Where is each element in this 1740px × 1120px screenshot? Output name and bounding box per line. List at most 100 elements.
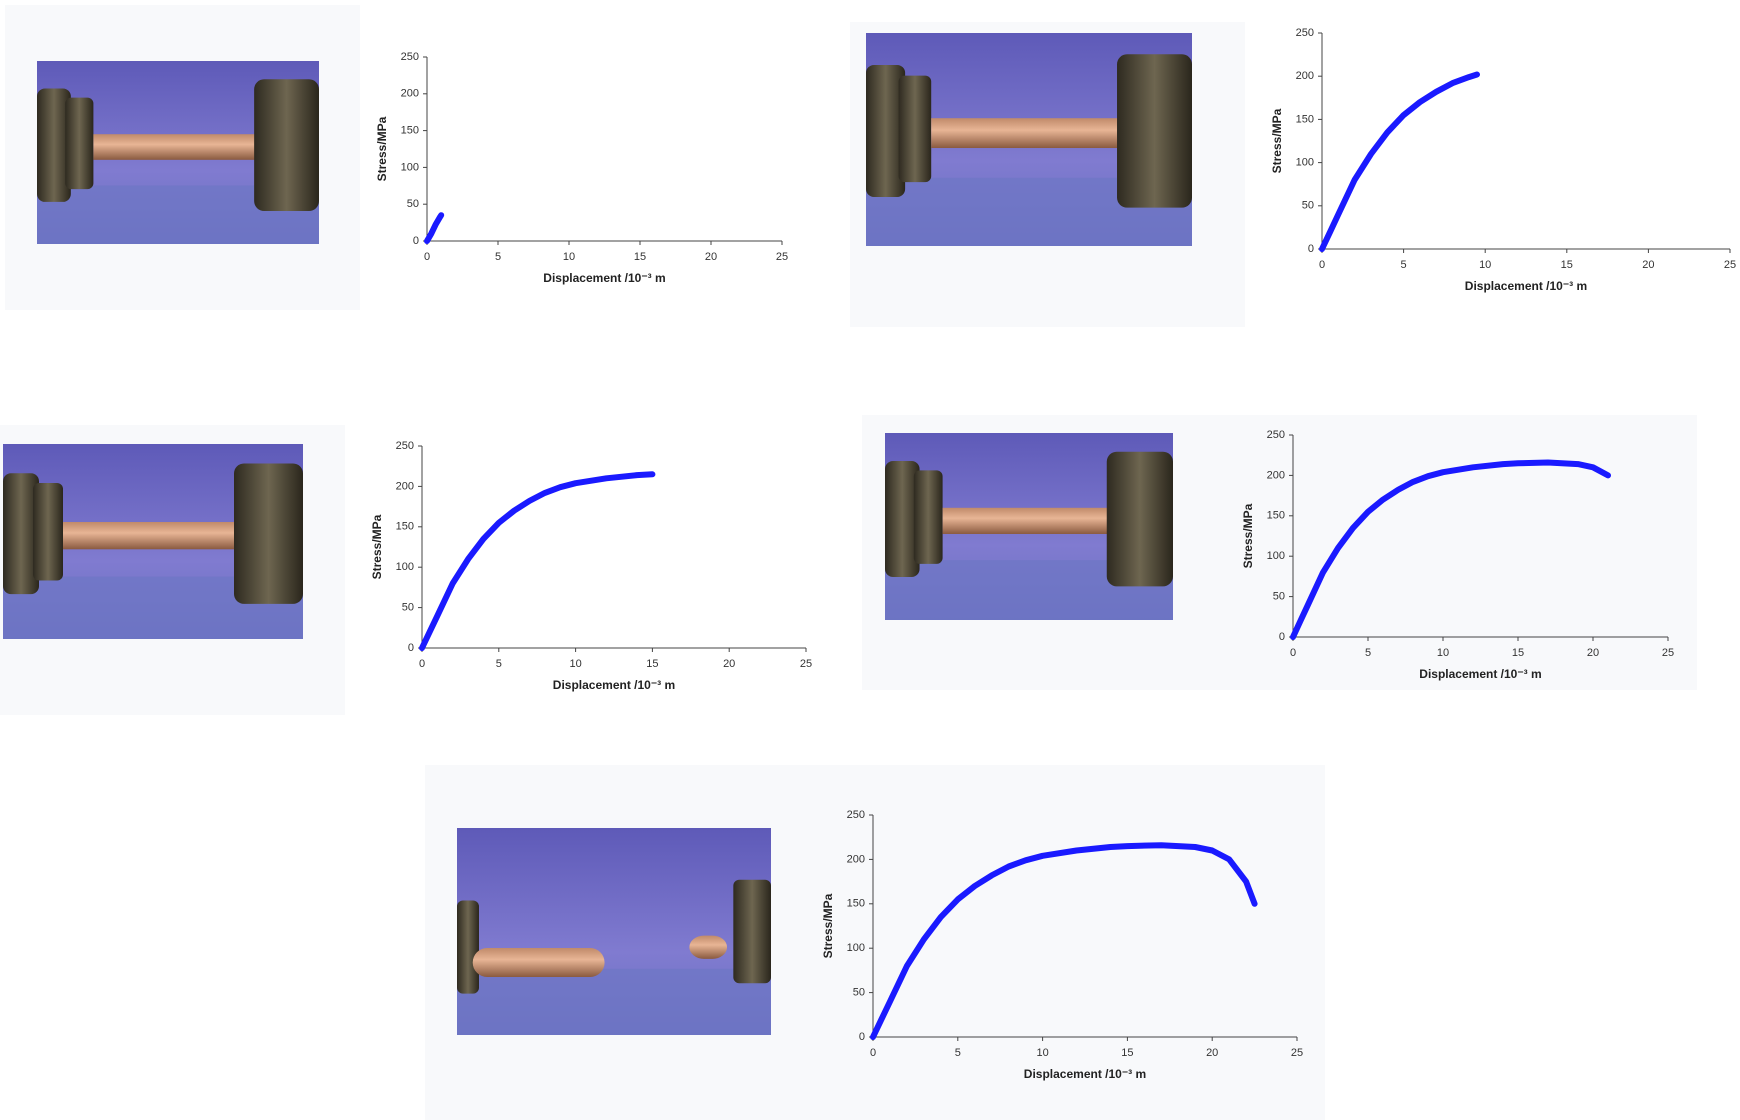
right-grip xyxy=(1106,451,1173,587)
x-tick-label: 0 xyxy=(424,251,430,263)
x-tick-label: 10 xyxy=(1036,1047,1048,1059)
y-tick-label: 250 xyxy=(1267,429,1285,441)
y-tick-label: 0 xyxy=(1308,243,1314,255)
x-axis-label: Displacement /10⁻³ m xyxy=(553,678,675,692)
x-tick-label: 20 xyxy=(1587,647,1599,659)
y-axis-label: Stress/MPa xyxy=(370,514,384,579)
y-tick-label: 0 xyxy=(859,1031,865,1043)
y-tick-label: 150 xyxy=(1267,510,1285,522)
stress-curve xyxy=(424,212,445,244)
right-grip xyxy=(234,463,303,604)
x-axis-label: Displacement /10⁻³ m xyxy=(1419,667,1541,681)
left-grip xyxy=(885,461,920,577)
x-tick-label: 20 xyxy=(1206,1047,1218,1059)
y-tick-label: 0 xyxy=(1279,631,1285,643)
y-tick-label: 100 xyxy=(1296,157,1314,169)
y-tick-label: 250 xyxy=(401,51,419,63)
table-surface xyxy=(457,968,771,1035)
y-axis-label: Stress/MPa xyxy=(1270,108,1284,173)
y-tick-label: 200 xyxy=(1267,469,1285,481)
specimen-photo xyxy=(457,828,771,1035)
x-tick-label: 0 xyxy=(1319,259,1325,271)
x-tick-label: 25 xyxy=(1291,1047,1303,1059)
x-tick-label: 25 xyxy=(800,658,812,670)
specimen-photo xyxy=(37,61,319,244)
x-tick-label: 15 xyxy=(646,658,658,670)
right-grip xyxy=(733,879,771,984)
y-tick-label: 150 xyxy=(396,521,414,533)
specimen-rod xyxy=(93,134,263,160)
left-grip xyxy=(3,473,39,595)
stress-curve xyxy=(870,842,1258,1040)
x-tick-label: 20 xyxy=(1642,259,1654,271)
specimen-rod xyxy=(931,118,1127,149)
y-tick-label: 0 xyxy=(413,235,419,247)
y-tick-label: 50 xyxy=(407,198,419,210)
x-tick-label: 5 xyxy=(495,251,501,263)
x-tick-label: 10 xyxy=(1437,647,1449,659)
x-tick-label: 15 xyxy=(634,251,646,263)
x-tick-label: 0 xyxy=(419,658,425,670)
x-tick-label: 0 xyxy=(1290,647,1296,659)
left-grip xyxy=(37,88,71,202)
y-axis-label: Stress/MPa xyxy=(375,116,389,181)
y-tick-label: 50 xyxy=(853,987,865,999)
x-axis-label: Displacement /10⁻³ m xyxy=(1024,1067,1146,1081)
left-collar xyxy=(913,470,943,564)
y-tick-label: 200 xyxy=(1296,70,1314,82)
specimen-rod xyxy=(942,507,1116,534)
y-tick-label: 100 xyxy=(396,561,414,573)
right-grip xyxy=(1117,54,1192,208)
specimen-photo xyxy=(3,444,303,639)
x-tick-label: 10 xyxy=(569,658,581,670)
x-tick-label: 20 xyxy=(705,251,717,263)
x-tick-label: 5 xyxy=(1401,259,1407,271)
stress-curve xyxy=(1319,71,1480,252)
x-tick-label: 25 xyxy=(776,251,788,263)
y-tick-label: 50 xyxy=(1273,591,1285,603)
y-tick-label: 50 xyxy=(402,602,414,614)
y-tick-label: 250 xyxy=(847,809,865,821)
specimen-rod xyxy=(63,522,243,550)
x-tick-label: 15 xyxy=(1121,1047,1133,1059)
left-collar xyxy=(898,75,932,183)
y-tick-label: 150 xyxy=(1296,113,1314,125)
stress-curve xyxy=(419,471,656,651)
right-grip xyxy=(254,79,319,212)
x-tick-label: 5 xyxy=(496,658,502,670)
broken-rod-right xyxy=(689,935,728,959)
y-tick-label: 100 xyxy=(1267,550,1285,562)
specimen-photo xyxy=(866,33,1192,246)
y-tick-label: 250 xyxy=(396,440,414,452)
y-tick-label: 0 xyxy=(408,642,414,654)
x-tick-label: 10 xyxy=(563,251,575,263)
x-tick-label: 5 xyxy=(955,1047,961,1059)
left-collar xyxy=(33,483,63,581)
y-tick-label: 200 xyxy=(401,88,419,100)
x-axis-label: Displacement /10⁻³ m xyxy=(543,271,665,285)
y-tick-label: 150 xyxy=(401,125,419,137)
x-tick-label: 5 xyxy=(1365,647,1371,659)
y-tick-label: 100 xyxy=(401,161,419,173)
y-axis-label: Stress/MPa xyxy=(1241,503,1255,568)
x-tick-label: 20 xyxy=(723,658,735,670)
left-grip xyxy=(457,900,479,994)
left-collar xyxy=(65,97,94,190)
specimen-photo xyxy=(885,433,1173,620)
y-tick-label: 200 xyxy=(847,853,865,865)
y-tick-label: 100 xyxy=(847,942,865,954)
x-tick-label: 25 xyxy=(1662,647,1674,659)
x-tick-label: 10 xyxy=(1479,259,1491,271)
y-axis-label: Stress/MPa xyxy=(821,893,835,958)
x-tick-label: 15 xyxy=(1512,647,1524,659)
y-tick-label: 50 xyxy=(1302,200,1314,212)
x-tick-label: 15 xyxy=(1561,259,1573,271)
stress-curve xyxy=(1290,459,1611,640)
x-tick-label: 25 xyxy=(1724,259,1736,271)
y-tick-label: 200 xyxy=(396,480,414,492)
x-tick-label: 0 xyxy=(870,1047,876,1059)
x-axis-label: Displacement /10⁻³ m xyxy=(1465,279,1587,293)
y-tick-label: 150 xyxy=(847,898,865,910)
